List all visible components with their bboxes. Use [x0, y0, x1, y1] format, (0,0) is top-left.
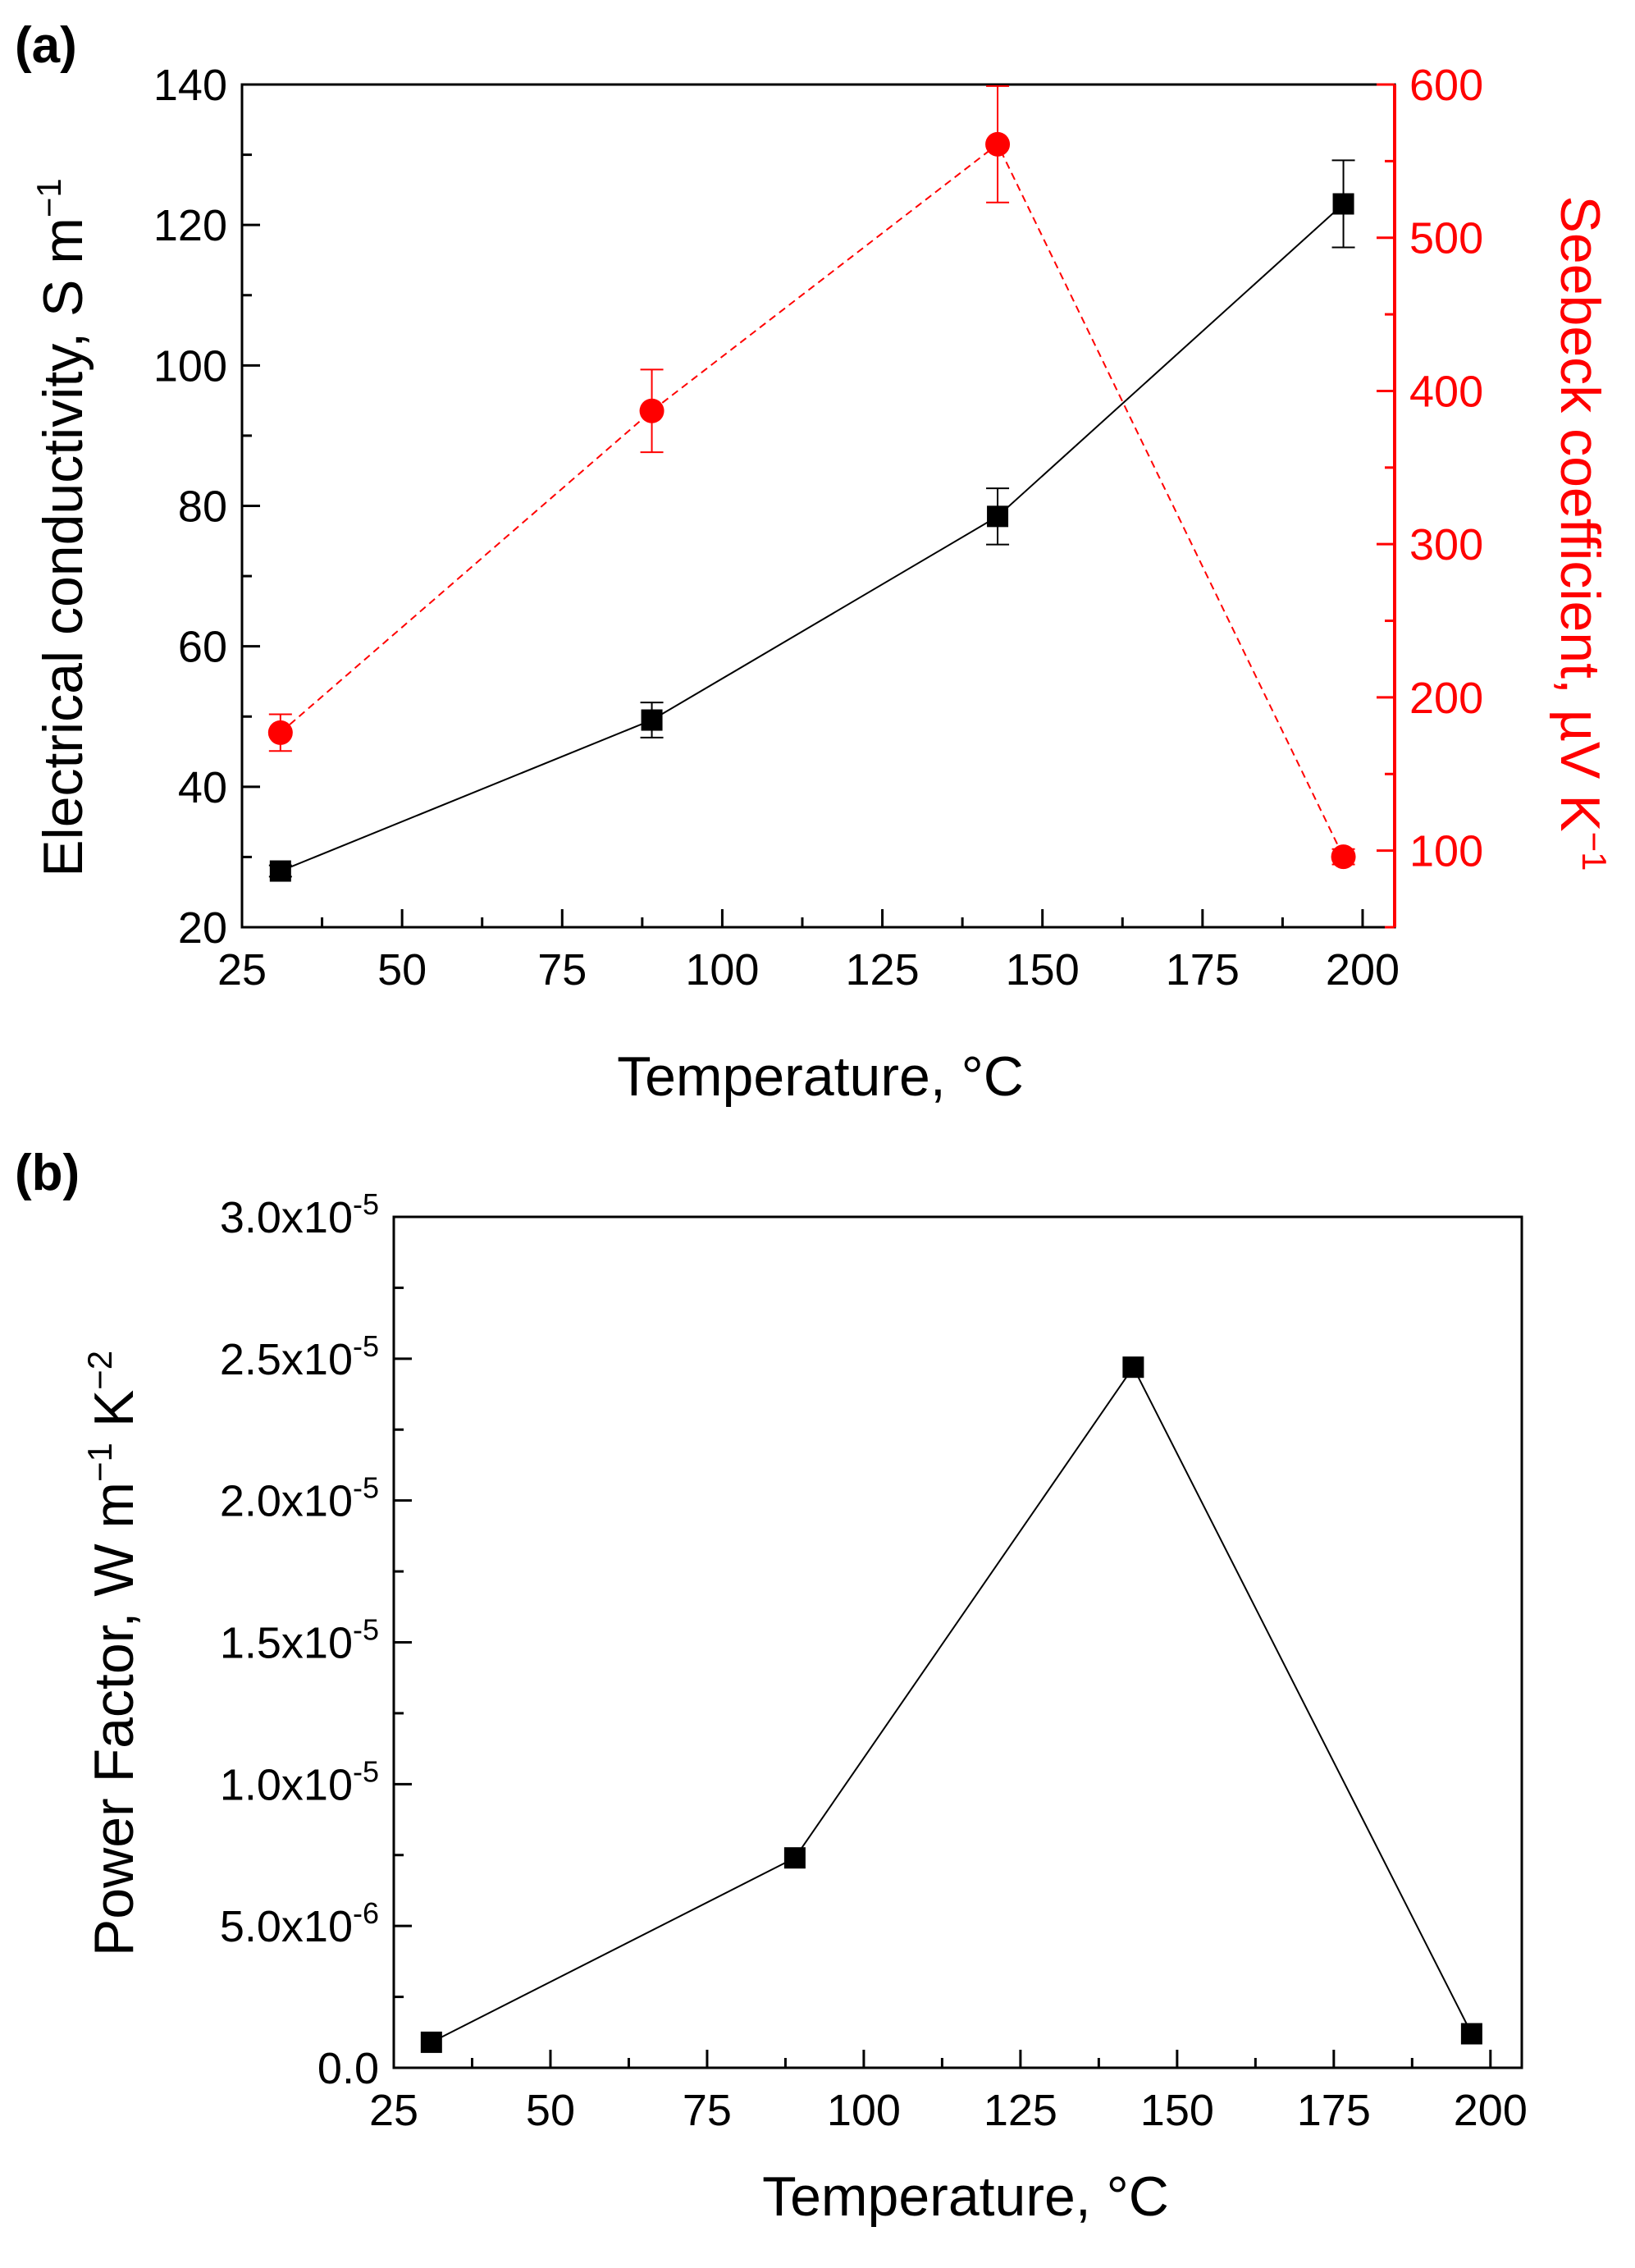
- y-tick-label-base: 1.0x10: [220, 1760, 353, 1809]
- x-tick-label: 150: [1140, 2086, 1214, 2135]
- seebeck-line: [280, 143, 1345, 857]
- panel-a-error-bars: [268, 85, 1355, 878]
- y-tick-label: 0.0: [317, 2044, 379, 2093]
- left-y-tick-label: 80: [178, 482, 227, 532]
- power-factor-point: [1460, 2023, 1482, 2045]
- y-tick-label-base: 5.0x10: [220, 1902, 353, 1951]
- right-y-tick-label: 600: [1409, 61, 1483, 110]
- x-tick-label: 200: [1454, 2086, 1528, 2135]
- seebeck-point: [1331, 844, 1356, 870]
- y-tick-label-base: 2.0x10: [220, 1477, 353, 1526]
- conductivity-line: [280, 203, 1345, 872]
- power-factor-point: [1122, 1356, 1144, 1379]
- x-tick-label: 25: [217, 945, 267, 995]
- conductivity-point: [641, 709, 663, 731]
- panel-b-markers: [420, 1356, 1482, 2053]
- left-y-tick-label: 20: [178, 903, 227, 953]
- panel-b-axes: 25 50 75 100 125 150 175 2000.05.0x10-61.0x10-5…: [220, 1187, 1528, 2135]
- x-tick-label: 125: [984, 2086, 1057, 2135]
- right-y-label-sup: −1: [1575, 832, 1614, 871]
- panel-a-markers: [267, 131, 1356, 882]
- panel-b-label: (b): [15, 1145, 80, 1201]
- panel-a-right-y-axis-label: Seebeck coefficient, µV K−1: [1549, 196, 1614, 871]
- x-tick-label: 25: [369, 2086, 418, 2135]
- left-y-tick-label: 60: [178, 623, 227, 672]
- y-tick-label: 1.5x10-5: [220, 1613, 379, 1668]
- y-tick-label-exponent: -5: [353, 1754, 379, 1788]
- panel-b: (b) 25 50 75 100 125 150 175 200 0.0 5.0x10-6 1.0x…: [15, 1145, 1528, 2228]
- pf-label-part1: Power Factor, W m: [83, 1482, 145, 1956]
- panel-b-series-lines: [431, 1365, 1473, 2043]
- y-tick-label-base: 1.5x10: [220, 1619, 353, 1668]
- right-y-tick-label: 200: [1409, 674, 1483, 723]
- right-y-tick-label: 400: [1409, 367, 1483, 416]
- x-tick-label: 125: [846, 945, 920, 995]
- pf-label-sup1: −1: [80, 1443, 119, 1482]
- left-y-label-sup: −1: [30, 178, 68, 217]
- panel-a: (a) 25 50 75 100 125 150 175 200 20 40 60 80 100 120 1…: [15, 17, 1614, 1108]
- right-y-tick-label: 300: [1409, 520, 1483, 569]
- panel-a-left-y-axis-label: Electrical conductivity, S m−1: [30, 178, 94, 877]
- y-tick-label: 5.0x10-6: [220, 1896, 379, 1951]
- power-factor-line: [431, 1365, 1473, 2043]
- right-y-tick-label: 100: [1409, 827, 1483, 876]
- x-tick-label: 175: [1166, 945, 1240, 995]
- y-tick-label-exponent: -5: [353, 1187, 379, 1221]
- panel-a-axes: 25 50 75 100 125 150 175 200 20 40 60 80 100 120 140 10…: [153, 61, 1483, 995]
- pf-label-part2: K: [83, 1390, 145, 1443]
- left-y-tick-label: 140: [153, 61, 227, 110]
- seebeck-point: [985, 131, 1011, 157]
- panel-a-plot-frame: [240, 83, 1396, 929]
- left-y-tick-label: 100: [153, 341, 227, 391]
- y-tick-label-base: 2.5x10: [220, 1335, 353, 1384]
- x-tick-label: 50: [377, 945, 427, 995]
- left-y-label-text: Electrical conductivity, S m: [32, 217, 94, 877]
- y-tick-label-base: 0.0: [317, 2044, 379, 2093]
- conductivity-point: [269, 860, 291, 882]
- panel-b-x-axis-label: Temperature, °C: [762, 2165, 1169, 2228]
- power-factor-point: [420, 2031, 442, 2053]
- seebeck-point: [267, 720, 293, 745]
- y-tick-label-exponent: -5: [353, 1613, 379, 1647]
- y-tick-label: 3.0x10-5: [220, 1187, 379, 1242]
- x-tick-label: 150: [1006, 945, 1080, 995]
- y-tick-label: 2.0x10-5: [220, 1471, 379, 1526]
- left-y-tick-label: 40: [178, 763, 227, 812]
- y-tick-label-exponent: -5: [353, 1471, 379, 1505]
- right-y-tick-label: 500: [1409, 214, 1483, 263]
- y-tick-label: 2.5x10-5: [220, 1329, 379, 1384]
- panel-a-series-lines: [280, 143, 1345, 872]
- y-tick-label: 1.0x10-5: [220, 1754, 379, 1809]
- panel-b-y-axis-label: Power Factor, W m−1 K−2: [80, 1351, 145, 1956]
- right-y-label-text: Seebeck coefficient, µV K: [1549, 196, 1611, 832]
- x-tick-label: 100: [827, 2086, 901, 2135]
- x-tick-label: 75: [537, 945, 587, 995]
- conductivity-point: [1332, 193, 1354, 215]
- x-tick-label: 75: [683, 2086, 732, 2135]
- y-tick-label-exponent: -6: [353, 1896, 379, 1930]
- y-tick-label-base: 3.0x10: [220, 1193, 353, 1242]
- power-factor-point: [783, 1847, 806, 1869]
- y-tick-label-exponent: -5: [353, 1329, 379, 1363]
- x-tick-label: 200: [1326, 945, 1400, 995]
- left-y-tick-label: 120: [153, 201, 227, 250]
- x-tick-label: 175: [1297, 2086, 1371, 2135]
- panel-b-plot-frame: [392, 1215, 1523, 2069]
- panel-a-x-axis-label: Temperature, °C: [617, 1045, 1024, 1108]
- pf-label-sup2: −2: [80, 1351, 119, 1390]
- x-tick-label: 100: [685, 945, 759, 995]
- x-tick-label: 50: [526, 2086, 575, 2135]
- seebeck-point: [639, 398, 665, 423]
- conductivity-point: [987, 505, 1009, 528]
- panel-a-label: (a): [15, 17, 77, 74]
